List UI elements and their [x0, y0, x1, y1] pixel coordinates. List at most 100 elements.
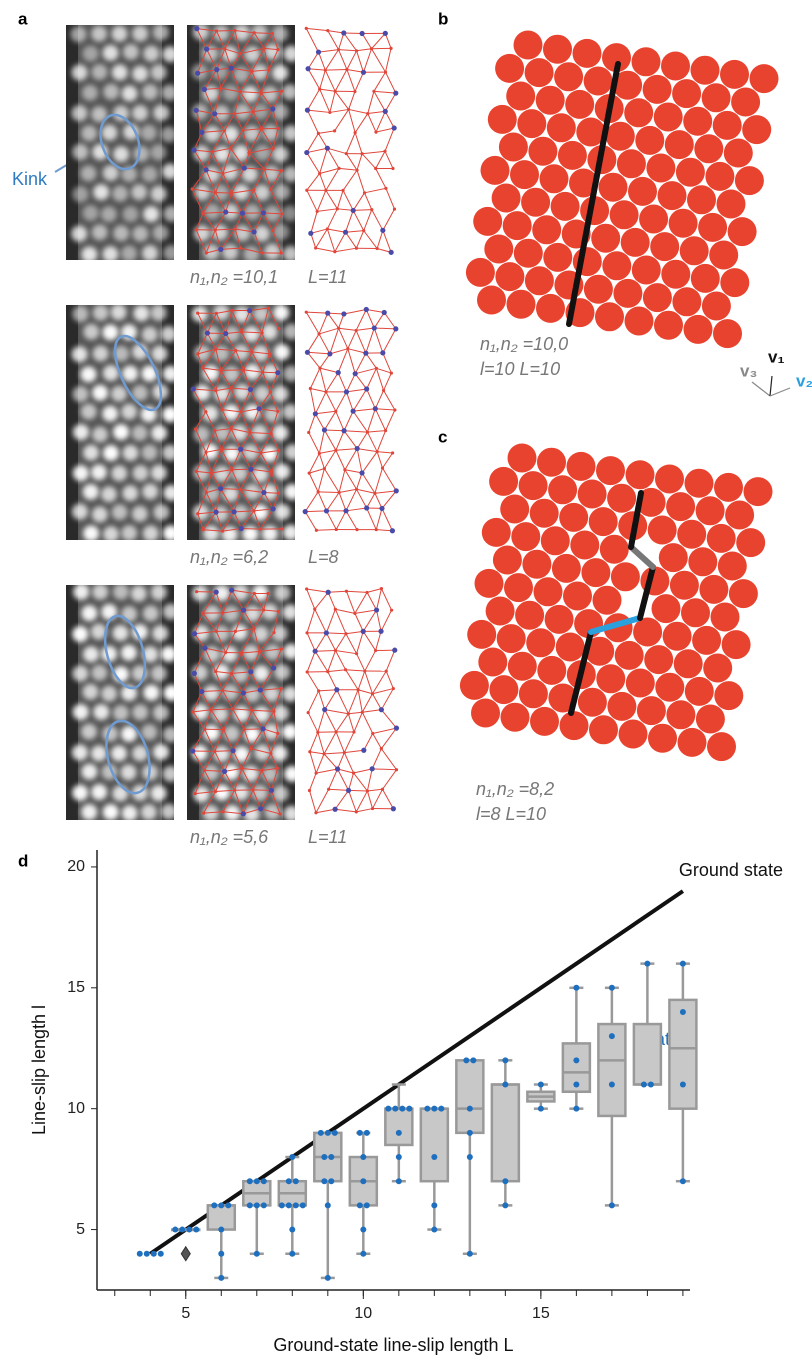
atom	[672, 79, 701, 108]
bond	[373, 733, 382, 748]
data-point	[680, 961, 686, 967]
bond	[386, 671, 393, 688]
node	[384, 70, 387, 73]
bond	[316, 789, 329, 813]
node	[341, 189, 344, 192]
bond	[307, 633, 315, 651]
data-point	[399, 1106, 405, 1112]
particle	[83, 525, 99, 541]
atom	[670, 571, 699, 600]
node	[383, 109, 388, 114]
node	[352, 730, 355, 733]
node	[272, 147, 275, 150]
particle	[234, 384, 250, 400]
particle	[132, 226, 148, 242]
bond	[353, 210, 372, 211]
panel-b: b n₁,n₂ =10,0l=10 L=10v₃v₁v₂	[438, 9, 812, 396]
particle	[194, 385, 210, 401]
data-point	[279, 1202, 285, 1208]
data-point	[172, 1227, 178, 1233]
bond	[376, 111, 385, 132]
node	[269, 390, 272, 393]
particle	[121, 245, 137, 261]
bond	[318, 133, 327, 148]
bond	[356, 809, 372, 812]
node	[250, 709, 253, 712]
atom	[676, 158, 705, 187]
node	[392, 687, 395, 690]
atom	[626, 460, 655, 489]
bond	[335, 634, 345, 651]
atom	[593, 586, 622, 615]
bond	[338, 769, 349, 790]
bond	[336, 392, 347, 411]
atom	[558, 141, 587, 170]
bond	[364, 733, 373, 750]
node	[222, 728, 225, 731]
node	[323, 467, 326, 470]
bond	[318, 492, 339, 493]
node	[355, 169, 358, 172]
bond	[362, 151, 385, 153]
data-point	[467, 1130, 473, 1136]
particle	[81, 246, 97, 262]
node	[392, 125, 397, 130]
data-point	[332, 1130, 338, 1136]
bond	[336, 511, 346, 530]
node	[202, 646, 207, 651]
bond	[373, 789, 383, 808]
particle	[111, 304, 127, 320]
particle	[81, 764, 97, 780]
node	[223, 129, 226, 132]
particle	[151, 425, 167, 441]
atom	[725, 501, 754, 530]
node	[271, 32, 274, 35]
particle	[102, 324, 118, 340]
bond	[367, 589, 381, 593]
data-point	[573, 1082, 579, 1088]
node	[343, 508, 348, 513]
atom	[744, 477, 773, 506]
bond	[375, 390, 383, 408]
particle	[92, 224, 108, 240]
particle	[81, 605, 97, 621]
particle	[122, 445, 138, 461]
atom	[591, 224, 620, 253]
particle	[204, 204, 220, 220]
box	[669, 1000, 696, 1109]
atom	[543, 35, 572, 64]
data-point	[463, 1057, 469, 1063]
atom	[507, 290, 536, 319]
vector-label: v₃	[740, 361, 757, 380]
node	[258, 806, 263, 811]
bond	[327, 209, 337, 229]
bond	[365, 651, 376, 672]
bond	[374, 312, 384, 328]
node	[269, 788, 274, 793]
node	[214, 67, 219, 72]
node	[364, 307, 369, 312]
node	[221, 172, 224, 175]
atom	[648, 516, 677, 545]
atom	[750, 64, 779, 93]
data-point	[396, 1154, 402, 1160]
bond	[362, 712, 372, 733]
box	[634, 1024, 661, 1084]
atom	[537, 448, 566, 477]
particle	[101, 125, 117, 141]
bond	[376, 128, 394, 132]
node	[268, 352, 271, 355]
particle	[234, 746, 250, 762]
atom	[714, 681, 743, 710]
atom	[517, 109, 546, 138]
node	[205, 491, 208, 494]
node	[196, 512, 199, 515]
node	[248, 431, 251, 434]
node	[347, 108, 350, 111]
node	[355, 446, 360, 451]
node	[277, 327, 280, 330]
node	[271, 229, 274, 232]
particle	[121, 645, 137, 661]
node	[240, 211, 245, 216]
bond	[363, 631, 375, 650]
